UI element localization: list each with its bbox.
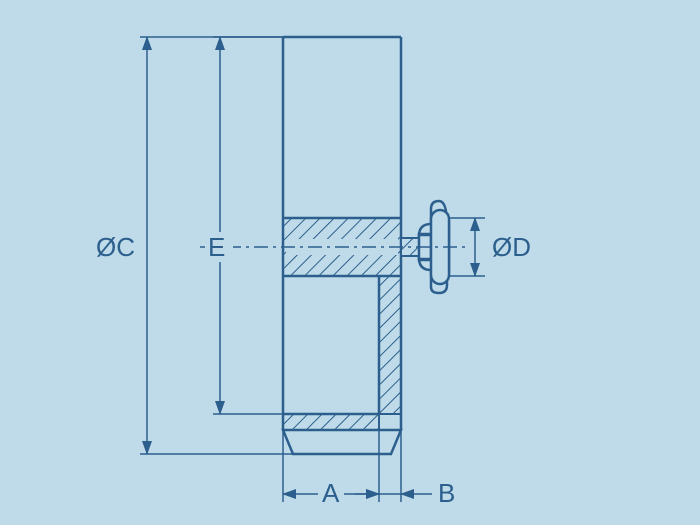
label-d: ØD [492, 232, 531, 262]
label-a: A [322, 478, 340, 508]
technical-drawing: ØC E ØD A B [0, 0, 700, 525]
label-e: E [208, 232, 225, 262]
label-c: ØC [96, 232, 135, 262]
label-b: B [438, 478, 455, 508]
